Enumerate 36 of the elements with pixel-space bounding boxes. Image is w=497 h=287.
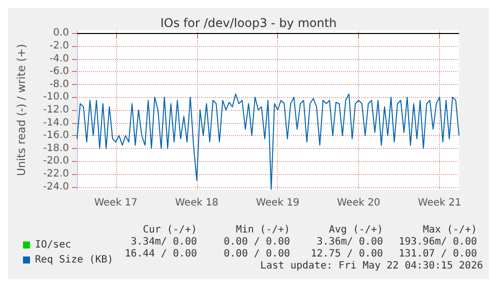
text: 16.44 / 0.00 (124, 248, 197, 260)
x-tick-label: Week 19 (256, 198, 300, 208)
text: Cur (-/+) (142, 224, 197, 236)
text: 12.75 / 0.00 (310, 248, 383, 260)
y-tick-label: -14.0 (43, 117, 69, 128)
text: 0.00 / 0.00 (224, 236, 290, 248)
y-tick-label: -24.0 (43, 181, 69, 192)
text: Avg (-/+) (328, 224, 383, 236)
x-tick-label: Week 17 (94, 198, 138, 208)
y-axis-title: Units read (-) / write (+) (15, 44, 28, 176)
x-tick-label: Week 18 (175, 198, 218, 208)
y-tick-label: -18.0 (43, 142, 69, 154)
y-tick-label: -10.0 (43, 92, 69, 103)
text: 193.96m/ 0.00 (398, 236, 477, 248)
text: 3.34m/ 0.00 (130, 236, 197, 248)
text: 3.36m/ 0.00 (316, 236, 383, 248)
x-tick-label: Week 21 (418, 198, 462, 208)
legend-label: Req Size (KB) (35, 254, 114, 266)
text: 131.07 / 0.00 (398, 248, 477, 260)
y-tick-label: -2.0 (49, 40, 69, 52)
y-tick-label: -16.0 (43, 130, 69, 142)
y-tick-label: 0.0 (53, 28, 69, 39)
y-tick-label: -20.0 (43, 156, 69, 167)
y-tick-label: -8.0 (49, 78, 69, 90)
line-series (76, 94, 460, 190)
y-tick-label: -4.0 (49, 53, 69, 64)
text: Last update: Fri May 22 04:30:15 2026 (260, 260, 483, 272)
legend-label: IO/sec (35, 240, 72, 250)
y-tick-label: -12.0 (43, 104, 69, 116)
text: Min (-/+) (236, 224, 290, 236)
chart-title: IOs for /dev/loop3 - by month (160, 16, 337, 30)
y-tick-label: -22.0 (43, 168, 69, 180)
text: Max (-/+) (422, 224, 477, 236)
x-tick-label: Week 20 (336, 198, 380, 208)
text: 0.00 / 0.00 (224, 248, 290, 260)
y-tick-label: -6.0 (49, 66, 69, 78)
